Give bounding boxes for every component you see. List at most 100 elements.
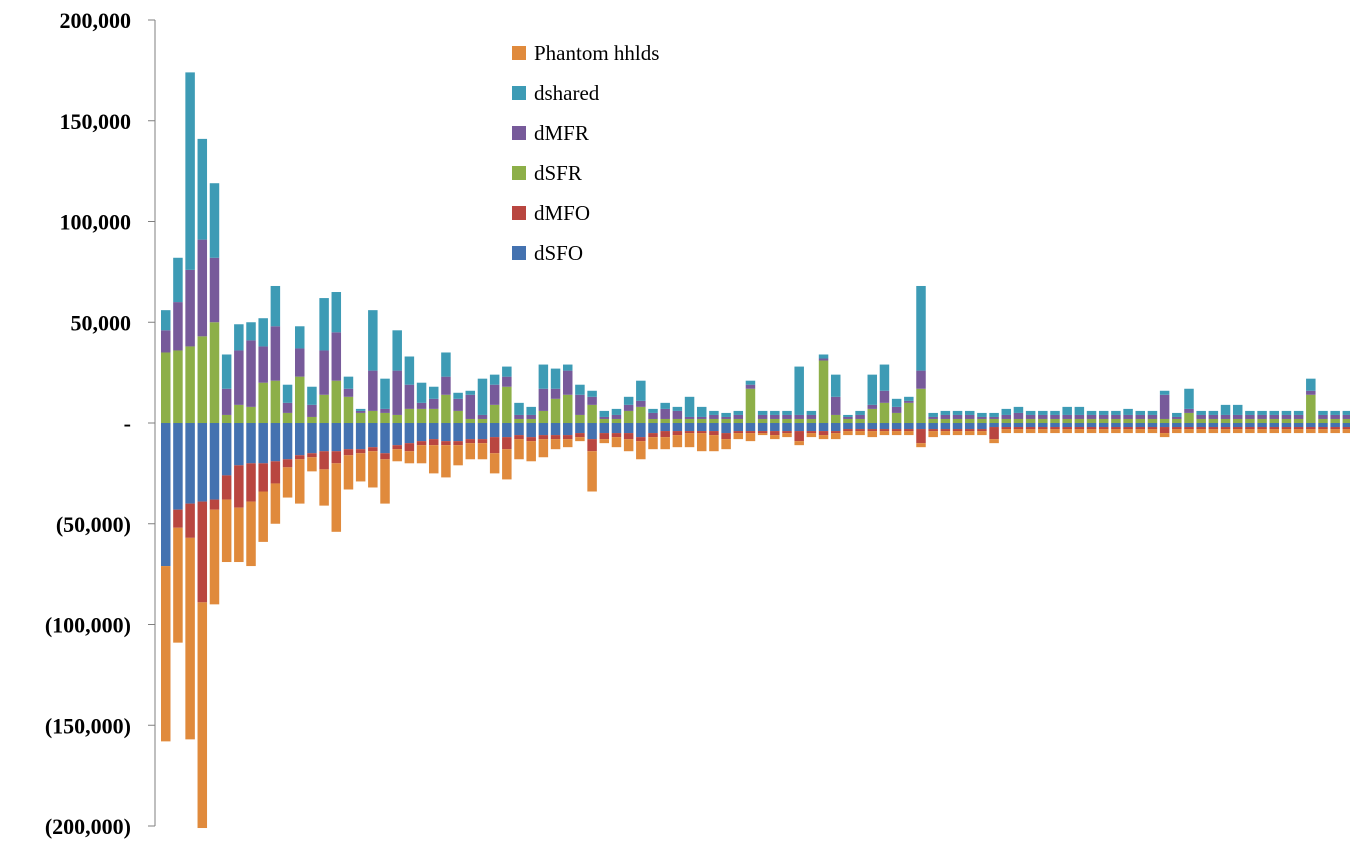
y-tick-label: - — [124, 411, 131, 436]
bar-phantom-hhlds — [891, 431, 902, 436]
bar-phantom-hhlds — [904, 431, 914, 436]
bar-dmfr — [538, 388, 549, 411]
bar-dsfo — [611, 423, 622, 434]
bar-dsfo — [550, 423, 561, 436]
bar-dsfo — [660, 423, 670, 432]
bar-dsfo — [696, 423, 707, 432]
bar-dsfr — [489, 404, 500, 423]
bar-phantom-hhlds — [1050, 429, 1060, 434]
bar-dsfr — [1025, 418, 1036, 423]
bar-dmfr — [733, 414, 744, 419]
bar-dmfo — [502, 437, 512, 450]
bar-dsfr — [1342, 418, 1350, 423]
bar-dmfr — [1123, 414, 1133, 419]
bar-dmfr — [977, 416, 987, 419]
bar-phantom-hhlds — [867, 431, 878, 438]
bar-dsfo — [161, 423, 171, 567]
bar-dsfo — [1038, 423, 1048, 428]
bar-dmfr — [319, 350, 329, 395]
bar-dmfr — [660, 408, 670, 419]
bar-phantom-hhlds — [209, 509, 220, 605]
bar-dshared — [1172, 412, 1182, 417]
bar-dmfo — [709, 431, 719, 436]
bar-phantom-hhlds — [916, 443, 926, 448]
bar-dmfr — [1257, 414, 1267, 419]
bar-dsfr — [916, 388, 926, 423]
bar-dmfo — [1220, 427, 1231, 430]
bar-phantom-hhlds — [1184, 429, 1194, 434]
bar-dsfo — [1269, 423, 1280, 428]
bar-dmfr — [161, 330, 171, 353]
bar-dsfo — [1196, 423, 1206, 428]
bar-dmfo — [1001, 427, 1012, 430]
bar-dmfr — [1318, 414, 1328, 419]
bar-phantom-hhlds — [672, 435, 683, 448]
bar-dshared — [502, 366, 512, 377]
bar-dmfr — [380, 408, 390, 413]
bar-dmfr — [1172, 416, 1182, 419]
bar-dmfr — [502, 376, 512, 387]
bar-dshared — [745, 380, 756, 385]
bar-dsfr — [757, 418, 768, 423]
bar-dmfr — [575, 394, 585, 415]
bar-dmfr — [782, 414, 792, 419]
bar-dsfr — [867, 408, 878, 423]
bar-phantom-hhlds — [830, 433, 841, 440]
bar-phantom-hhlds — [794, 441, 804, 446]
bar-dsfr — [1293, 418, 1304, 423]
bar-phantom-hhlds — [173, 527, 183, 643]
bar-dshared — [319, 298, 329, 351]
bar-dsfo — [173, 423, 183, 510]
bar-dshared — [830, 374, 841, 397]
legend-label: dSFR — [534, 161, 582, 185]
bar-phantom-hhlds — [636, 441, 646, 460]
bar-dsfr — [830, 414, 841, 423]
bar-dmfo — [1172, 427, 1182, 430]
bar-dsfr — [977, 418, 987, 423]
bar-dshared — [1074, 406, 1085, 415]
bar-phantom-hhlds — [623, 439, 634, 452]
bar-dshared — [526, 406, 536, 415]
bar-dsfo — [380, 423, 390, 454]
bar-dshared — [1208, 410, 1219, 415]
bar-dmfo — [307, 453, 317, 458]
bar-dsfr — [1001, 418, 1012, 423]
bar-dsfr — [1318, 418, 1328, 423]
bar-dshared — [197, 138, 208, 240]
bar-phantom-hhlds — [648, 437, 658, 450]
bar-dsfr — [1147, 418, 1158, 423]
bar-dsfr — [782, 418, 792, 423]
bar-phantom-hhlds — [1269, 429, 1280, 434]
bar-dsfr — [428, 408, 439, 423]
bar-dmfo — [696, 431, 707, 434]
bar-dshared — [392, 330, 402, 371]
bar-dmfr — [721, 416, 731, 419]
bar-phantom-hhlds — [550, 439, 561, 450]
y-tick-label: 150,000 — [60, 109, 132, 134]
bar-dshared — [428, 386, 439, 399]
bar-dsfr — [1208, 418, 1219, 423]
legend-label: dshared — [534, 81, 600, 105]
bar-dsfo — [562, 423, 573, 436]
bar-dshared — [806, 410, 817, 415]
bar-phantom-hhlds — [416, 445, 427, 464]
bar-dshared — [295, 326, 305, 349]
bar-dsfr — [1232, 418, 1243, 423]
bar-dmfr — [709, 414, 719, 419]
bar-dsfr — [745, 388, 756, 423]
bar-dshared — [1306, 378, 1316, 391]
bar-dsfr — [928, 418, 938, 423]
bar-dsfo — [307, 423, 317, 454]
legend-label: Phantom hhlds — [534, 41, 659, 65]
bar-phantom-hhlds — [1086, 429, 1097, 434]
bar-dshared — [1232, 404, 1243, 415]
bar-dmfr — [1147, 414, 1158, 419]
bar-dmfr — [745, 384, 756, 389]
bar-dsfo — [1306, 423, 1316, 428]
bar-dmfo — [940, 429, 951, 432]
bar-phantom-hhlds — [782, 433, 792, 438]
bar-dmfr — [1159, 394, 1170, 419]
bar-phantom-hhlds — [745, 433, 756, 442]
bar-dshared — [355, 408, 366, 411]
bar-dsfo — [1086, 423, 1097, 428]
